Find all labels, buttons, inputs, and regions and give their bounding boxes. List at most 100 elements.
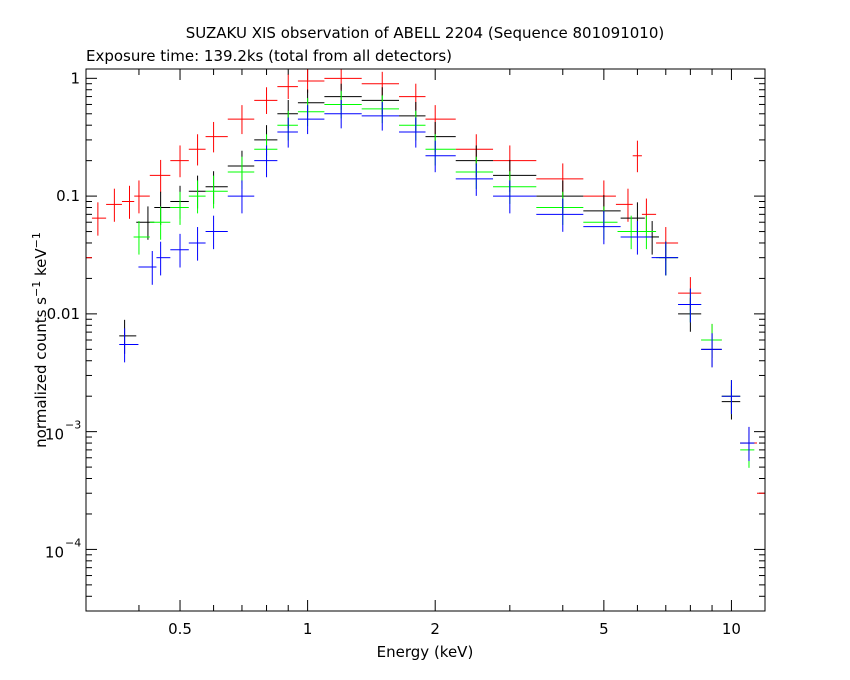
y-axis-label: normalized counts s−1 keV−1: [30, 232, 50, 448]
data-point: [656, 227, 679, 261]
data-point: [740, 426, 755, 462]
data-point: [493, 171, 537, 204]
y-tick-label-exponent: −4: [65, 536, 81, 549]
data-point: [138, 251, 157, 285]
data-point: [493, 180, 537, 214]
chart-title: SUZAKU XIS observation of ABELL 2204 (Se…: [186, 24, 664, 42]
data-series-2: [133, 91, 755, 468]
data-point: [425, 140, 456, 173]
data-point: [277, 117, 298, 148]
data-point: [297, 69, 325, 93]
data-point: [583, 206, 618, 240]
data-point: [324, 83, 362, 110]
data-point: [678, 277, 702, 311]
data-point: [740, 426, 755, 462]
data-point: [701, 323, 722, 358]
axis-ticks: [85, 69, 765, 612]
x-tick-label: 2: [430, 620, 440, 638]
data-point: [615, 188, 633, 222]
data-point: [170, 191, 189, 225]
data-point: [254, 145, 278, 178]
data-point: [399, 110, 426, 141]
data-point: [701, 333, 722, 368]
data-point: [617, 215, 639, 250]
x-tick-labels: 0.5 1 2 5 10: [168, 620, 741, 638]
data-point: [361, 71, 400, 96]
data-point: [188, 134, 206, 166]
data-series-1: [119, 83, 755, 462]
y-axis-label-mid: keV: [32, 248, 50, 281]
y-tick-label: 10: [45, 543, 64, 561]
y-tick-label: 10: [45, 426, 64, 444]
data-point: [154, 191, 171, 225]
data-point: [134, 180, 150, 214]
x-tick-label: 0.5: [168, 620, 192, 638]
data-point: [620, 221, 652, 255]
data-point: [297, 105, 325, 135]
data-point: [361, 87, 400, 114]
data-point: [205, 121, 228, 153]
y-axis-label-prefix: normalized counts s: [32, 297, 50, 448]
data-point: [324, 99, 362, 129]
data-point: [361, 95, 400, 124]
data-point: [188, 180, 206, 214]
data-point: [205, 175, 228, 209]
y-axis-label-sup1: −1: [30, 281, 43, 297]
x-tick-label: 5: [599, 620, 609, 638]
plot-frame: [85, 68, 766, 612]
y-tick-label: 0.1: [56, 187, 80, 205]
data-point: [425, 121, 456, 153]
data-point: [701, 333, 722, 368]
data-point: [536, 198, 584, 232]
data-point: [721, 380, 741, 415]
data-point: [399, 83, 426, 110]
chart-subtitle: Exposure time: 139.2ks (total from all d…: [86, 47, 452, 65]
data-point: [156, 241, 171, 276]
data-series-0: [86, 69, 765, 512]
data-series-3: [119, 99, 755, 462]
x-axis-label: Energy (keV): [377, 643, 474, 661]
data-point: [651, 241, 679, 276]
data-point: [536, 163, 584, 196]
data-point: [324, 91, 362, 119]
data-point: [399, 117, 426, 148]
data-point: [583, 180, 616, 214]
data-point: [254, 87, 278, 114]
data-point: [455, 156, 494, 189]
data-point: [205, 215, 228, 250]
data-point: [536, 180, 584, 214]
data-point: [399, 101, 426, 131]
data-point: [632, 140, 642, 173]
data-point: [658, 241, 679, 276]
data-point: [678, 297, 702, 332]
data-point: [227, 180, 255, 214]
data-point: [297, 89, 325, 117]
data-point: [701, 323, 722, 358]
data-point: [170, 145, 189, 178]
data-point: [361, 101, 400, 131]
data-point: [188, 227, 206, 261]
data-point: [170, 233, 189, 268]
data-point: [493, 145, 537, 178]
data-point: [641, 198, 657, 232]
data-series-group: [86, 69, 765, 512]
data-point: [620, 202, 645, 236]
y-tick-label-exponent: −3: [65, 419, 81, 432]
y-tick-label: 1: [70, 69, 80, 87]
x-tick-label: 10: [722, 620, 741, 638]
data-point: [119, 319, 137, 354]
data-point: [583, 210, 621, 245]
data-point: [536, 191, 584, 225]
x-tick-label: 1: [303, 620, 313, 638]
data-point: [678, 288, 702, 323]
data-point: [583, 195, 621, 229]
data-point: [254, 125, 278, 156]
data-point: [493, 159, 537, 193]
data-point: [638, 215, 657, 250]
data-point: [227, 150, 255, 183]
data-point: [91, 202, 107, 236]
data-point: [149, 159, 171, 193]
data-point: [656, 241, 679, 276]
data-point: [119, 328, 139, 363]
